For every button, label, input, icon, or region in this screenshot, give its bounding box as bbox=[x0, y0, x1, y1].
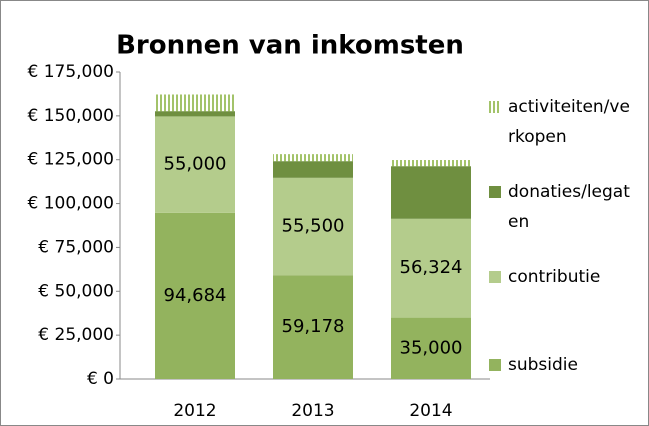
data-label: 59,178 bbox=[282, 316, 345, 337]
data-label: 55,000 bbox=[164, 154, 227, 175]
legend-label: subsidie bbox=[508, 355, 578, 375]
y-tick-label: € 25,000 bbox=[38, 325, 114, 345]
bar-segment bbox=[155, 111, 235, 117]
x-tick-label: 2012 bbox=[173, 401, 216, 421]
y-tick-label: € 50,000 bbox=[38, 281, 114, 301]
legend-swatch bbox=[489, 101, 501, 113]
y-tick-label: € 125,000 bbox=[27, 150, 114, 170]
bar-segment bbox=[391, 218, 471, 318]
data-label: 35,000 bbox=[400, 337, 463, 358]
legend-label: donaties/legaten bbox=[508, 182, 630, 232]
data-label: 94,684 bbox=[164, 285, 227, 306]
bar-segment bbox=[155, 94, 235, 112]
chart-title: Bronnen van inkomsten bbox=[116, 31, 464, 61]
y-tick-label: € 100,000 bbox=[27, 194, 114, 214]
bar-segment bbox=[155, 116, 235, 213]
legend-swatch bbox=[489, 271, 501, 283]
legend-swatch bbox=[489, 186, 501, 198]
y-tick-label: € 75,000 bbox=[38, 237, 114, 257]
legend-label: contributie bbox=[508, 267, 601, 287]
bar-segment bbox=[391, 317, 471, 379]
data-label: 55,500 bbox=[282, 216, 345, 237]
bar-segment bbox=[273, 177, 353, 276]
x-tick-label: 2013 bbox=[291, 401, 334, 421]
bar-segment bbox=[155, 212, 235, 379]
legend-label: activiteiten/verkopen bbox=[508, 97, 630, 147]
y-tick-label: € 175,000 bbox=[27, 62, 114, 82]
y-tick-label: € 0 bbox=[87, 369, 114, 389]
bar-segment bbox=[273, 161, 353, 178]
bar-segment bbox=[273, 275, 353, 379]
y-tick-label: € 150,000 bbox=[27, 106, 114, 126]
bar-segment bbox=[391, 166, 471, 219]
legend-swatch bbox=[489, 359, 501, 371]
x-tick-label: 2014 bbox=[409, 401, 452, 421]
bar-segment bbox=[273, 154, 353, 162]
bar-segment bbox=[391, 160, 471, 167]
data-label: 56,324 bbox=[400, 257, 463, 278]
